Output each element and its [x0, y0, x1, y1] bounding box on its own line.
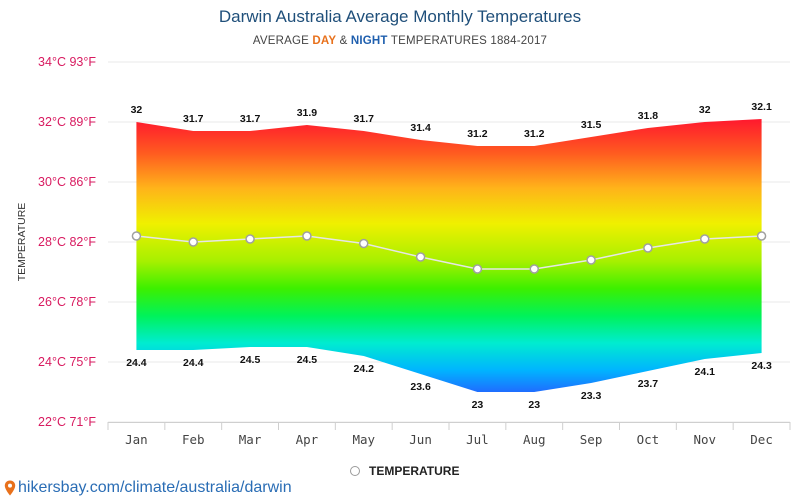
- average-point[interactable]: [700, 234, 710, 244]
- chart-title: Darwin Australia Average Monthly Tempera…: [218, 7, 582, 26]
- night-value-label: 23: [472, 399, 484, 411]
- subtitle-suffix: TEMPERATURES 1884-2017: [387, 35, 548, 47]
- day-value-label: 31.9: [297, 107, 318, 119]
- x-tick-label: Apr: [296, 432, 319, 447]
- day-night-band: [136, 119, 762, 392]
- y-tick-label: 28°C 82°F: [38, 235, 96, 249]
- average-temperature-line: [136, 235, 762, 270]
- average-point[interactable]: [756, 231, 767, 241]
- y-axis-label: TEMPERATURE: [16, 203, 28, 282]
- night-value-label: 23.7: [638, 378, 659, 390]
- y-tick-label: 34°C 93°F: [38, 55, 96, 69]
- day-value-label: 31.8: [638, 110, 659, 122]
- night-value-label: 24.4: [183, 357, 204, 369]
- day-value-label: 31.7: [240, 113, 261, 125]
- x-tick-label: Jun: [409, 432, 432, 447]
- y-tick-label: 32°C 89°F: [38, 115, 96, 129]
- night-value-label: 24.2: [354, 363, 375, 375]
- subtitle-day: DAY: [312, 35, 337, 47]
- average-point[interactable]: [643, 243, 653, 253]
- day-value-label: 31.2: [467, 128, 488, 140]
- average-point[interactable]: [586, 255, 596, 265]
- x-axis: Jan Feb Mar Apr May Jun Jul Aug Sep Oct Nov Dec: [107, 422, 791, 447]
- day-value-label: 31.7: [354, 113, 375, 125]
- night-value-label: 24.3: [751, 360, 772, 372]
- day-value-label: 31.7: [183, 113, 204, 125]
- source-link[interactable]: hikersbay.com/climate/australia/darwin: [4, 479, 292, 497]
- legend-label: TEMPERATURE: [369, 464, 460, 478]
- x-tick-label: Oct: [637, 432, 660, 447]
- night-value-label: 23: [528, 399, 540, 411]
- night-value-label: 24.4: [126, 357, 147, 369]
- data-labels: 32 31.7 31.7 31.9 31.7 31.4 31.2 31.2 31.5 31.8 32…: [126, 101, 772, 411]
- night-value-label: 24.5: [297, 354, 318, 366]
- x-tick-label: Dec: [750, 432, 773, 447]
- source-url: hikersbay.com/climate/australia/darwin: [18, 479, 292, 496]
- y-tick-label: 24°C 75°F: [38, 355, 96, 369]
- average-point[interactable]: [415, 252, 426, 262]
- subtitle-night: NIGHT: [350, 35, 388, 47]
- day-value-label: 32: [699, 104, 711, 116]
- average-point[interactable]: [188, 237, 198, 247]
- x-tick-label: Aug: [523, 432, 546, 447]
- x-tick-label: Jul: [466, 432, 489, 447]
- average-point[interactable]: [472, 264, 483, 274]
- day-value-label: 31.4: [410, 122, 431, 134]
- day-value-label: 31.5: [581, 119, 602, 131]
- average-point[interactable]: [359, 238, 369, 249]
- average-point[interactable]: [302, 231, 312, 241]
- x-tick-label: Mar: [239, 432, 262, 447]
- night-value-label: 23.6: [410, 381, 431, 393]
- x-tick-label: Sep: [580, 432, 603, 447]
- legend-marker-icon: [350, 466, 360, 476]
- y-tick-label: 22°C 71°F: [38, 415, 96, 429]
- night-value-label: 24.1: [695, 366, 716, 378]
- day-value-label: 32.1: [751, 101, 772, 113]
- chart-subtitle: AVERAGE DAY & NIGHT TEMPERATURES 1884-20…: [0, 35, 800, 47]
- y-tick-label: 30°C 86°F: [38, 175, 96, 189]
- x-tick-label: Jan: [125, 432, 148, 447]
- x-tick-label: May: [352, 432, 375, 447]
- night-value-label: 24.5: [240, 354, 261, 366]
- y-tick-label: 26°C 78°F: [38, 295, 96, 309]
- average-point[interactable]: [529, 264, 539, 274]
- day-value-label: 31.2: [524, 128, 545, 140]
- average-point[interactable]: [131, 231, 142, 241]
- average-temperature-points: [131, 231, 767, 274]
- average-point[interactable]: [245, 234, 255, 244]
- x-tick-label: Feb: [182, 432, 205, 447]
- x-tick-label: Nov: [693, 432, 716, 447]
- subtitle-prefix: AVERAGE: [252, 35, 313, 47]
- day-value-label: 32: [131, 104, 143, 116]
- night-value-label: 23.3: [581, 390, 602, 402]
- legend[interactable]: TEMPERATURE: [350, 464, 459, 478]
- subtitle-amp: &: [336, 35, 351, 47]
- location-pin-icon: [4, 480, 16, 496]
- y-axis-ticks: 22°C 71°F 24°C 75°F 26°C 78°F 28°C 82°F 30°C…: [38, 55, 96, 429]
